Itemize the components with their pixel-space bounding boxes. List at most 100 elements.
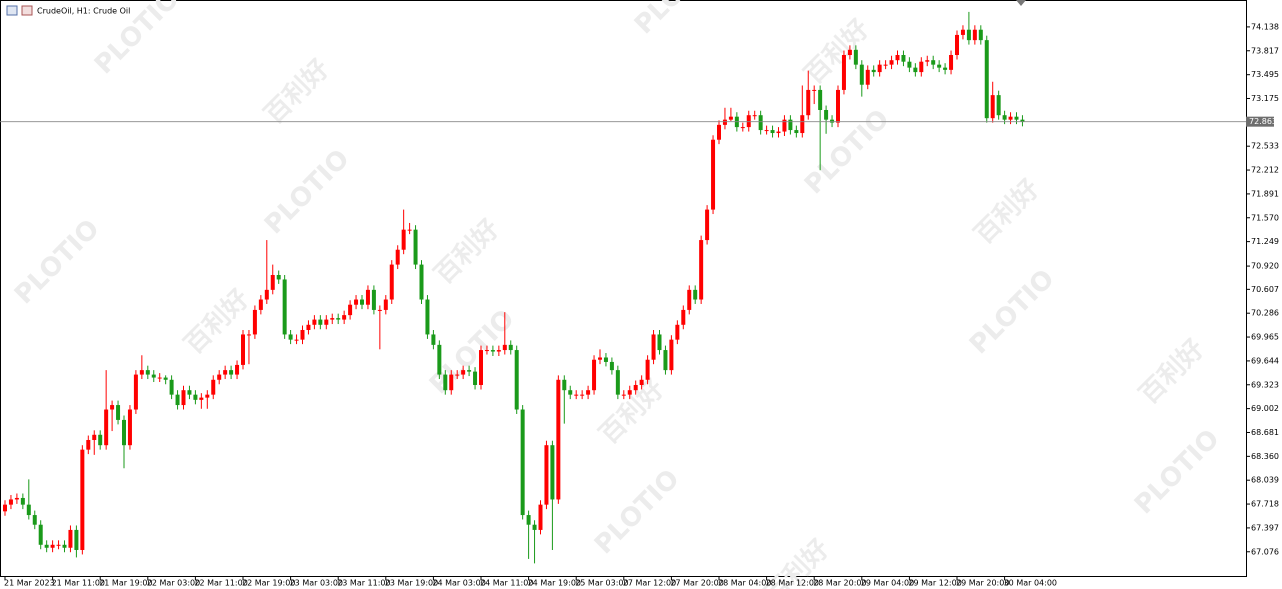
- x-tick-label: 27 Mar 12:00: [623, 579, 676, 588]
- candle-body: [526, 515, 531, 525]
- candle-body: [502, 344, 507, 351]
- candle-body: [592, 359, 597, 391]
- candle-body: [1014, 116, 1019, 120]
- last-price-label: 72.863: [1249, 117, 1277, 126]
- y-tick-label: 73.175: [1251, 94, 1279, 103]
- candle-body: [800, 115, 805, 134]
- candle-body: [98, 434, 103, 446]
- candle-body: [437, 344, 442, 375]
- plot-frame: [0, 0, 1247, 577]
- candle-body: [532, 524, 537, 530]
- candle-body: [615, 370, 620, 395]
- candle-body: [883, 64, 888, 66]
- candle-body: [812, 89, 817, 91]
- candle-body: [312, 319, 317, 325]
- y-tick-label: 74.138: [1251, 22, 1279, 31]
- candle-body: [377, 309, 382, 311]
- candle-body: [8, 499, 13, 505]
- candle-body: [574, 394, 579, 396]
- candle-body: [354, 299, 359, 305]
- toolbar-icon[interactable]: [21, 5, 33, 16]
- candle-body: [110, 405, 115, 410]
- candle-body: [788, 119, 793, 131]
- candle-body: [80, 449, 85, 550]
- candle-body: [336, 318, 341, 320]
- candle-body: [598, 357, 602, 360]
- candle-body: [841, 54, 846, 90]
- candle-body: [901, 54, 906, 62]
- candle-body: [681, 309, 686, 325]
- candle-body: [300, 329, 305, 340]
- candle-body: [92, 434, 97, 440]
- x-tick-label: 21 Mar 11:00: [52, 579, 105, 588]
- candle-body: [764, 130, 769, 132]
- candle-body: [978, 29, 983, 41]
- x-tick-label: 22 Mar 19:00: [242, 579, 295, 588]
- x-tick-label: 23 Mar 03:00: [290, 579, 343, 588]
- y-tick-label: 68.681: [1251, 428, 1279, 437]
- y-tick-label: 72.533: [1251, 142, 1279, 151]
- candle-body: [806, 89, 811, 116]
- candle-body: [246, 334, 251, 336]
- x-tick-label: 21 Mar 19:00: [99, 579, 152, 588]
- candle-body: [473, 371, 478, 385]
- y-tick-label: 70.920: [1251, 262, 1279, 271]
- candle-body: [3, 504, 7, 512]
- x-tick-label: 22 Mar 03:00: [147, 579, 200, 588]
- candle-body: [919, 61, 924, 73]
- y-tick-label: 70.607: [1251, 285, 1279, 294]
- candle-body: [740, 127, 745, 129]
- last-price-box: [1246, 116, 1274, 127]
- x-tick-label: 25 Mar 03:00: [575, 579, 628, 588]
- candle-body: [270, 274, 275, 290]
- y-tick-label: 71.891: [1251, 189, 1279, 198]
- candle-body: [211, 379, 216, 395]
- x-tick-label: 28 Mar 04:00: [718, 579, 771, 588]
- candle-body: [621, 394, 626, 396]
- y-tick-label: 71.570: [1251, 213, 1279, 222]
- x-tick-label: 24 Mar 11:00: [480, 579, 533, 588]
- candle-body: [1008, 116, 1013, 120]
- candle-body: [889, 60, 894, 65]
- candle-body: [705, 209, 710, 241]
- y-tick-label: 67.397: [1251, 523, 1279, 532]
- y-tick-label: 67.076: [1251, 547, 1279, 556]
- candle-body: [342, 315, 347, 320]
- chart-title: CrudeOil, H1: Crude Oil: [37, 7, 130, 16]
- candle-body: [693, 289, 698, 300]
- candle-body: [229, 370, 234, 375]
- candle-body: [562, 379, 567, 391]
- candle-body: [794, 130, 799, 134]
- candle-body: [38, 524, 43, 545]
- x-tick-label: 21 Mar 2023: [4, 579, 55, 588]
- candle-body: [62, 544, 67, 548]
- candle-body: [68, 529, 73, 548]
- candle-body: [86, 439, 91, 450]
- candle-body: [151, 374, 156, 378]
- candle-body: [145, 370, 150, 375]
- candle-body: [20, 497, 25, 505]
- candle-body: [657, 334, 662, 351]
- y-tick-label: 72.212: [1251, 166, 1279, 175]
- candle-body: [217, 374, 222, 380]
- candle-body: [104, 409, 109, 446]
- candle-body: [746, 115, 751, 128]
- candle-body: [413, 229, 418, 265]
- candle-body: [538, 504, 543, 530]
- candle-body: [371, 289, 376, 310]
- candle-body: [14, 497, 19, 500]
- y-tick-label: 71.249: [1251, 237, 1279, 246]
- candle-body: [1020, 119, 1025, 122]
- candle-body: [830, 119, 835, 123]
- candle-body: [853, 49, 858, 65]
- candle-body: [348, 304, 353, 316]
- candle-body: [288, 334, 293, 340]
- candle-body: [877, 64, 882, 73]
- candle-body: [931, 60, 936, 65]
- candle-body: [163, 377, 168, 380]
- candle-body: [949, 54, 954, 70]
- candle-body: [907, 61, 912, 68]
- candle-body: [556, 379, 561, 500]
- toolbar-icon[interactable]: [6, 5, 18, 16]
